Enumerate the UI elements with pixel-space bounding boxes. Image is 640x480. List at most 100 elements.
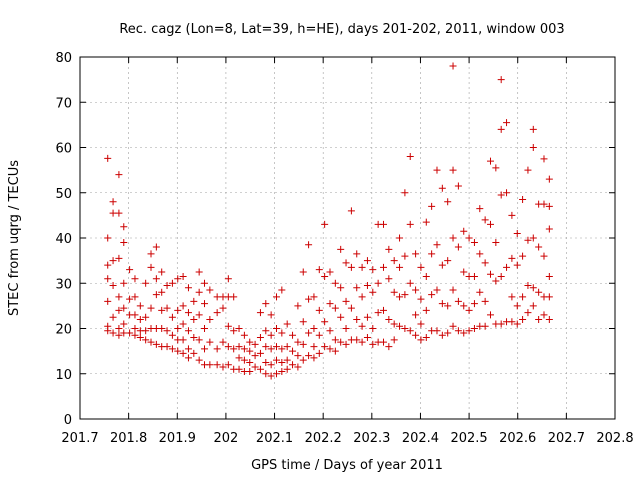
data-point [283,343,291,351]
data-point [310,293,318,301]
data-point [126,329,134,337]
data-point [126,295,134,303]
data-point [104,234,112,242]
data-point [120,239,128,247]
data-point [342,340,350,348]
data-point [321,318,329,326]
data-point [401,252,409,260]
data-point [190,334,198,342]
y-tick-label: 60 [55,142,72,157]
data-point [497,125,505,133]
data-point [272,325,280,332]
data-point [256,309,264,317]
data-point [283,320,291,328]
data-point [363,282,371,290]
data-point [545,225,553,233]
data-point [299,340,307,348]
data-point [476,205,484,213]
data-point [470,325,478,332]
data-point [492,277,500,285]
x-tick-label: 202 [213,431,238,446]
data-point [379,263,387,271]
data-point [267,372,275,380]
data-point [454,327,462,335]
x-tick-label: 202.7 [548,431,585,446]
data-point [131,275,139,283]
data-point [540,155,548,163]
data-point [369,288,377,296]
data-point [417,295,425,303]
x-tick-label: 202.6 [499,431,536,446]
data-point [206,338,214,346]
data-point [109,282,117,290]
data-point [347,263,355,271]
data-point [460,329,468,337]
data-point [142,327,150,335]
data-point [158,268,166,276]
data-point [195,311,203,319]
data-point [342,297,350,305]
data-point [449,286,457,294]
data-point [256,365,264,373]
data-point [465,327,473,335]
data-point [256,349,264,357]
data-point [219,363,227,371]
data-point [158,325,166,332]
data-point [406,279,414,287]
data-point [465,234,473,242]
data-point [406,153,414,161]
data-point [428,202,436,210]
data-point [272,356,280,364]
data-point [481,259,489,267]
data-point [503,263,511,271]
data-point [396,263,404,271]
data-point [326,345,334,353]
data-point [104,261,112,269]
data-point [369,325,377,332]
plot-frame [79,56,616,420]
data-point [433,166,441,174]
data-point [168,279,176,287]
data-point [433,241,441,249]
data-point [481,216,489,224]
data-point [206,361,214,369]
data-point [486,311,494,319]
data-point [246,358,254,366]
data-point [289,331,297,339]
data-point [115,254,123,262]
data-point [369,266,377,274]
data-point [422,272,430,280]
data-point [337,313,345,321]
data-point [267,311,275,319]
data-point [213,309,221,317]
data-point [444,329,452,337]
data-point [508,293,516,301]
data-point [251,363,259,371]
data-point [104,154,112,162]
data-point [497,272,505,280]
data-point [460,227,468,235]
data-point [283,365,291,373]
data-point [131,325,139,332]
data-point [201,345,209,353]
data-point [131,293,139,301]
data-point [251,352,259,360]
data-point [278,286,286,294]
data-point [438,300,446,308]
data-point [120,223,128,231]
data-point [315,306,323,314]
data-point [449,322,457,330]
data-point [417,320,425,328]
data-point [104,297,112,305]
data-point [310,325,318,332]
data-point [142,279,150,287]
data-point [283,356,291,364]
data-point [524,282,532,290]
data-point [235,354,243,362]
data-point [147,338,155,346]
data-point [363,313,371,321]
data-point [163,304,171,312]
data-point [120,304,128,312]
data-point [503,119,511,127]
